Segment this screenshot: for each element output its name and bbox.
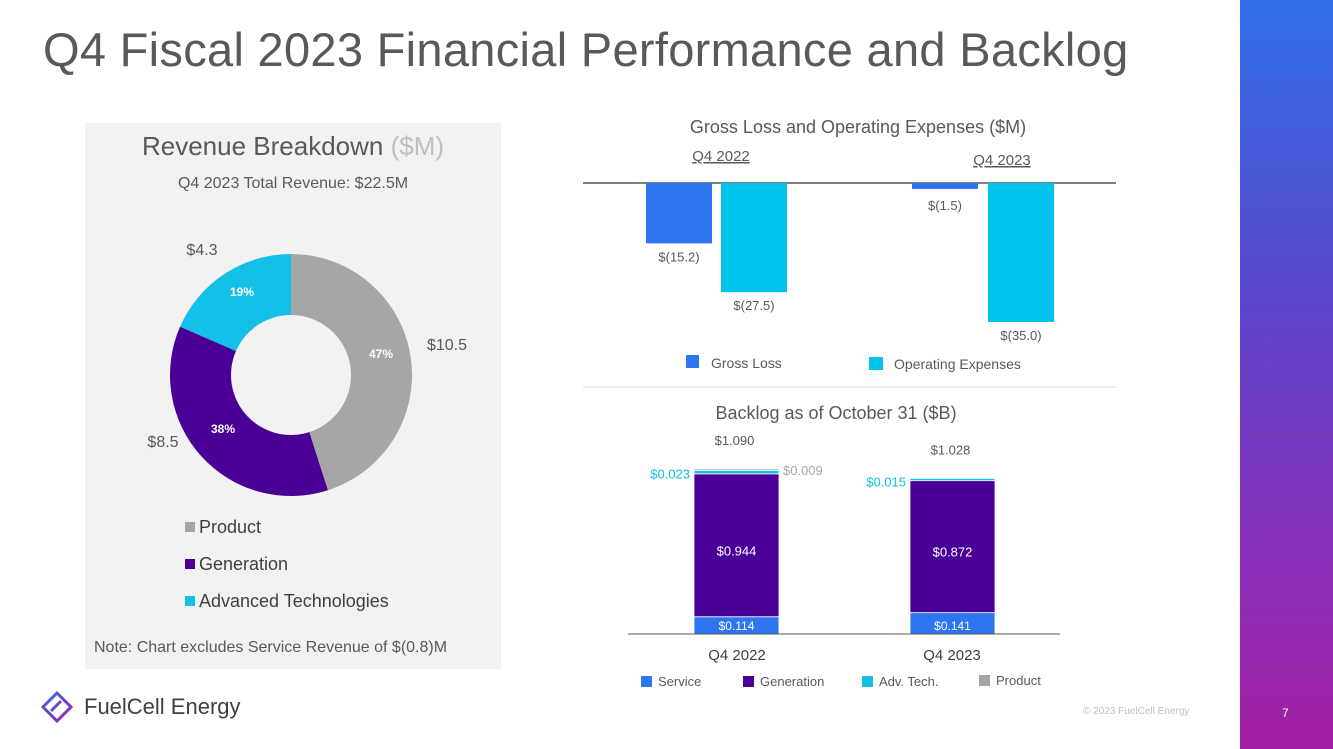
gl-bar-gross-loss-1 xyxy=(646,183,712,244)
bk-label-product-1: $0.009 xyxy=(783,463,823,478)
fuelcell-logo-icon xyxy=(40,690,74,724)
donut-value-generation: $8.5 xyxy=(147,434,178,451)
bk-bar-generation-1 xyxy=(693,473,780,618)
legend-generation-label: Generation xyxy=(199,554,289,574)
bk-legend-generation: Generation xyxy=(760,674,824,689)
bk-legend-service-swatch xyxy=(641,676,652,687)
donut-pct-generation: 38% xyxy=(211,422,235,436)
gl-label-gross-loss-1: $(15.2) xyxy=(658,249,699,264)
legend-adv-tech: Advanced Technologies xyxy=(185,591,389,612)
slide-title: Q4 Fiscal 2023 Financial Performance and… xyxy=(43,23,1129,76)
donut-value-product: $10.5 xyxy=(427,337,467,354)
bk-title: Backlog as of October 31 ($B) xyxy=(715,403,956,423)
donut-slice-advanced-technologies xyxy=(180,254,291,352)
revenue-title-text: Revenue Breakdown xyxy=(141,131,384,161)
gross-loss-chart: Gross Loss and Operating Expenses ($M) Q… xyxy=(583,117,1116,388)
revenue-subtitle: Q4 2023 Total Revenue: $22.5M xyxy=(177,175,409,192)
bk-bar-adv-tech--2 xyxy=(909,477,996,482)
gl-legend-opex-swatch xyxy=(869,357,883,370)
backlog-chart: Backlog as of October 31 ($B) $0.114 $0.9… xyxy=(628,403,1060,689)
bk-label-generation-2: $0.872 xyxy=(933,545,973,560)
revenue-panel: Revenue Breakdown ($M) Q4 2023 Total Rev… xyxy=(85,123,501,669)
gl-bar-gross-loss-2 xyxy=(912,183,978,189)
gl-label-gross-loss-2: $(1.5) xyxy=(928,198,962,213)
bk-label-generation-1: $0.944 xyxy=(717,543,757,558)
legend-adv-tech-label: Advanced Technologies xyxy=(199,591,389,611)
donut-slice-generation xyxy=(170,326,328,496)
bk-legend-product: Product xyxy=(996,673,1041,688)
bk-category-q4-2022: Q4 2022 xyxy=(708,647,766,664)
bk-legend-adv-swatch xyxy=(862,676,873,687)
bk-bar-adv-tech--1 xyxy=(693,469,780,475)
bk-legend-product-swatch xyxy=(979,675,990,686)
gl-title: Gross Loss and Operating Expenses ($M) xyxy=(690,117,1026,137)
gl-category-q4-2022: Q4 2022 xyxy=(692,148,750,165)
bk-label-service-2: $0.141 xyxy=(934,619,971,633)
bk-label-adv-tech--2: $0.015 xyxy=(866,474,906,489)
donut-slice-product xyxy=(291,254,413,491)
gl-legend-gross-loss-swatch xyxy=(686,355,699,368)
legend-product: Product xyxy=(185,517,261,538)
donut-value-advanced-technologies: $4.3 xyxy=(186,242,217,259)
legend-product-swatch xyxy=(185,522,195,532)
page-number: 7 xyxy=(1282,706,1289,720)
gl-label-operating-expenses-2: $(35.0) xyxy=(1000,328,1041,343)
legend-generation: Generation xyxy=(185,554,288,575)
legend-product-label: Product xyxy=(199,517,262,537)
fuelcell-logo: FuelCell Energy xyxy=(40,690,241,724)
donut-pct-product: 47% xyxy=(369,347,393,361)
gl-label-operating-expenses-1: $(27.5) xyxy=(733,298,774,313)
copyright: © 2023 FuelCell Energy xyxy=(1083,706,1190,717)
legend-generation-swatch xyxy=(185,559,195,569)
bk-label-adv-tech--1: $0.023 xyxy=(650,466,690,481)
bk-total-2: $1.028 xyxy=(931,442,971,457)
gl-bar-operating-expenses-1 xyxy=(721,183,787,293)
revenue-donut-chart: 47% $10.5 38% $8.5 19% $4.3 xyxy=(147,242,467,496)
side-gradient-bar xyxy=(1240,0,1333,749)
revenue-title: Revenue Breakdown ($M) xyxy=(85,131,501,162)
revenue-note: Note: Chart excludes Service Revenue of … xyxy=(94,639,448,656)
gl-bar-operating-expenses-2 xyxy=(988,183,1054,322)
bk-label-service-1: $0.114 xyxy=(719,619,755,633)
legend-adv-tech-swatch xyxy=(185,596,195,606)
donut-pct-advanced-technologies: 19% xyxy=(230,285,254,299)
bk-legend-generation-swatch xyxy=(743,676,754,687)
bk-category-q4-2023: Q4 2023 xyxy=(923,647,981,664)
bk-legend-adv: Adv. Tech. xyxy=(879,674,939,689)
gl-category-q4-2023: Q4 2023 xyxy=(973,152,1031,169)
gl-legend-gross-loss: Gross Loss xyxy=(711,355,782,371)
bk-bar-product-1 xyxy=(693,468,780,471)
fuelcell-logo-text: FuelCell Energy xyxy=(84,694,241,719)
gl-legend-opex: Operating Expenses xyxy=(894,356,1021,372)
revenue-title-unit: ($M) xyxy=(390,131,445,161)
bk-total-1: $1.090 xyxy=(715,433,755,448)
bk-legend-service: Service xyxy=(658,674,701,689)
bk-bar-generation-2 xyxy=(909,480,996,614)
